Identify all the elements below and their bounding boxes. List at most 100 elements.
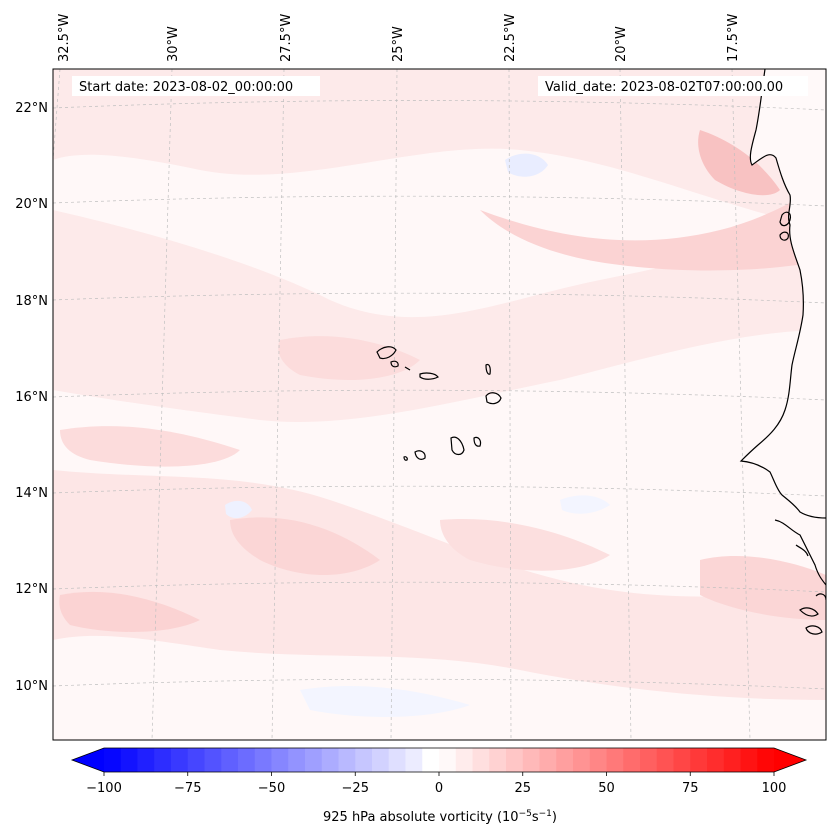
valid-date-label: Valid_date: 2023-08-02T07:00:00.00 [545, 80, 783, 95]
coastlines [376, 69, 826, 635]
island-santa-luzia [404, 366, 411, 371]
colorbar-cell-25 [522, 748, 540, 772]
africa-land [741, 69, 826, 518]
colorbar-cell-19 [422, 748, 440, 772]
colorbar-cell-1 [120, 748, 138, 772]
lon-label-2: 27.5°W [279, 14, 294, 62]
graticule [53, 69, 826, 740]
latitude-labels: 22°N 20°N 18°N 16°N 14°N 12°N 10°N [15, 101, 48, 694]
parallel-12n [53, 581, 826, 593]
colorbar-cell-9 [254, 748, 272, 772]
colorbar-cell-36 [707, 748, 725, 772]
colorbar-cell-5 [187, 748, 205, 772]
colorbar-cell-3 [154, 748, 172, 772]
field-patch-west [60, 426, 240, 467]
africa-coastline [739, 69, 826, 519]
colorbar-extend-min [72, 748, 104, 772]
colorbar-cell-28 [573, 748, 591, 772]
colorbar-cell-4 [171, 748, 189, 772]
guinea-bissau-coast [774, 519, 826, 586]
lat-label-4: 14°N [15, 486, 48, 501]
colorbar-cell-6 [204, 748, 222, 772]
field-band-central-north [53, 210, 826, 422]
colorbar-cell-18 [405, 748, 423, 772]
island-sal [485, 363, 491, 375]
colorbar-cell-20 [439, 748, 457, 772]
parallel-18n [53, 292, 826, 304]
start-date-box [72, 76, 320, 96]
colorbar-tick-label-5: 25 [514, 781, 531, 796]
island-santiago [450, 436, 465, 456]
colorbar-cell-11 [288, 748, 306, 772]
colorbar-cell-27 [556, 748, 574, 772]
lat-label-0: 22°N [15, 101, 48, 116]
lon-label-4: 22.5°W [503, 14, 518, 62]
colorbar-tick-label-8: 100 [762, 781, 787, 796]
meridian-22-5w [508, 69, 512, 740]
meridian-30w [151, 69, 173, 740]
colorbar-cell-12 [305, 748, 323, 772]
field-band-north [53, 69, 826, 230]
colorbar-tick-label-2: −50 [258, 781, 285, 796]
colorbar-cell-15 [355, 748, 373, 772]
colorbar-cell-31 [623, 748, 641, 772]
bijagos-island-1 [799, 607, 819, 617]
colorbar-cell-39 [757, 748, 775, 772]
field-maximum-northeast [698, 130, 780, 196]
colorbar-label-prefix: 925 hPa absolute vorticity (10 [323, 810, 519, 825]
colorbar-ticks: −100 −75 −50 −25 0 25 50 75 100 [86, 772, 786, 796]
colorbar-label-suffix: ) [552, 810, 557, 825]
colorbar-cell-16 [372, 748, 390, 772]
field-patch-southwest [230, 517, 380, 575]
field-streak-sahara-coast [480, 180, 826, 271]
colorbar-cell-23 [489, 748, 507, 772]
coast-inlet-1 [795, 544, 809, 557]
banc-d-arguin-coast [779, 211, 791, 227]
field-patch-far-southwest [59, 591, 200, 632]
colorbar-label: 925 hPa absolute vorticity (10−5s−1) [323, 809, 557, 825]
parallel-14n [53, 485, 826, 497]
island-boa-vista [485, 392, 502, 405]
colorbar-cell-14 [338, 748, 356, 772]
longitude-labels: 32.5°W 30°W 27.5°W 25°W 22.5°W 20°W 17.5… [57, 14, 741, 62]
island-santo-antao [376, 346, 397, 360]
lat-label-1: 20°N [15, 197, 48, 212]
colorbar-tick-label-0: −100 [86, 781, 122, 796]
island-brava [403, 456, 408, 461]
meridian-25w [390, 69, 398, 740]
field-patch-southeast [700, 555, 826, 620]
colorbar-cells [104, 748, 775, 772]
colorbar: −100 −75 −50 −25 0 25 50 75 100 925 hPa absolute… [70, 747, 808, 825]
parallel-16n [53, 389, 826, 401]
colorbar-cell-21 [455, 748, 473, 772]
island-sao-nicolau [419, 372, 439, 380]
colorbar-label-exponent-2: −1 [539, 809, 552, 819]
field-negative-spot-east [560, 495, 610, 514]
colorbar-cell-8 [238, 748, 256, 772]
colorbar-cell-37 [723, 748, 741, 772]
lon-label-5: 20°W [614, 26, 629, 62]
colorbar-label-unit: s [532, 810, 539, 825]
parallel-20n [53, 195, 826, 207]
colorbar-label-exponent-1: −5 [519, 809, 532, 819]
colorbar-cell-26 [539, 748, 557, 772]
vorticity-field [53, 69, 826, 740]
colorbar-cell-22 [472, 748, 490, 772]
lat-label-2: 18°N [15, 294, 48, 309]
colorbar-cell-0 [104, 748, 122, 772]
lat-label-6: 10°N [15, 679, 48, 694]
lon-label-6: 17.5°W [726, 14, 741, 62]
parallel-10n [53, 678, 826, 690]
island-maio [473, 436, 482, 447]
field-negative-spot-south [300, 685, 470, 717]
colorbar-tick-label-6: 50 [598, 781, 615, 796]
lat-label-3: 16°N [15, 390, 48, 405]
valid-date-box [538, 76, 808, 96]
lon-label-0: 32.5°W [57, 14, 72, 62]
colorbar-extend-max [774, 748, 806, 772]
colorbar-cell-33 [656, 748, 674, 772]
colorbar-cell-10 [271, 748, 289, 772]
colorbar-tick-label-1: −75 [174, 781, 201, 796]
lon-label-1: 30°W [166, 26, 181, 62]
